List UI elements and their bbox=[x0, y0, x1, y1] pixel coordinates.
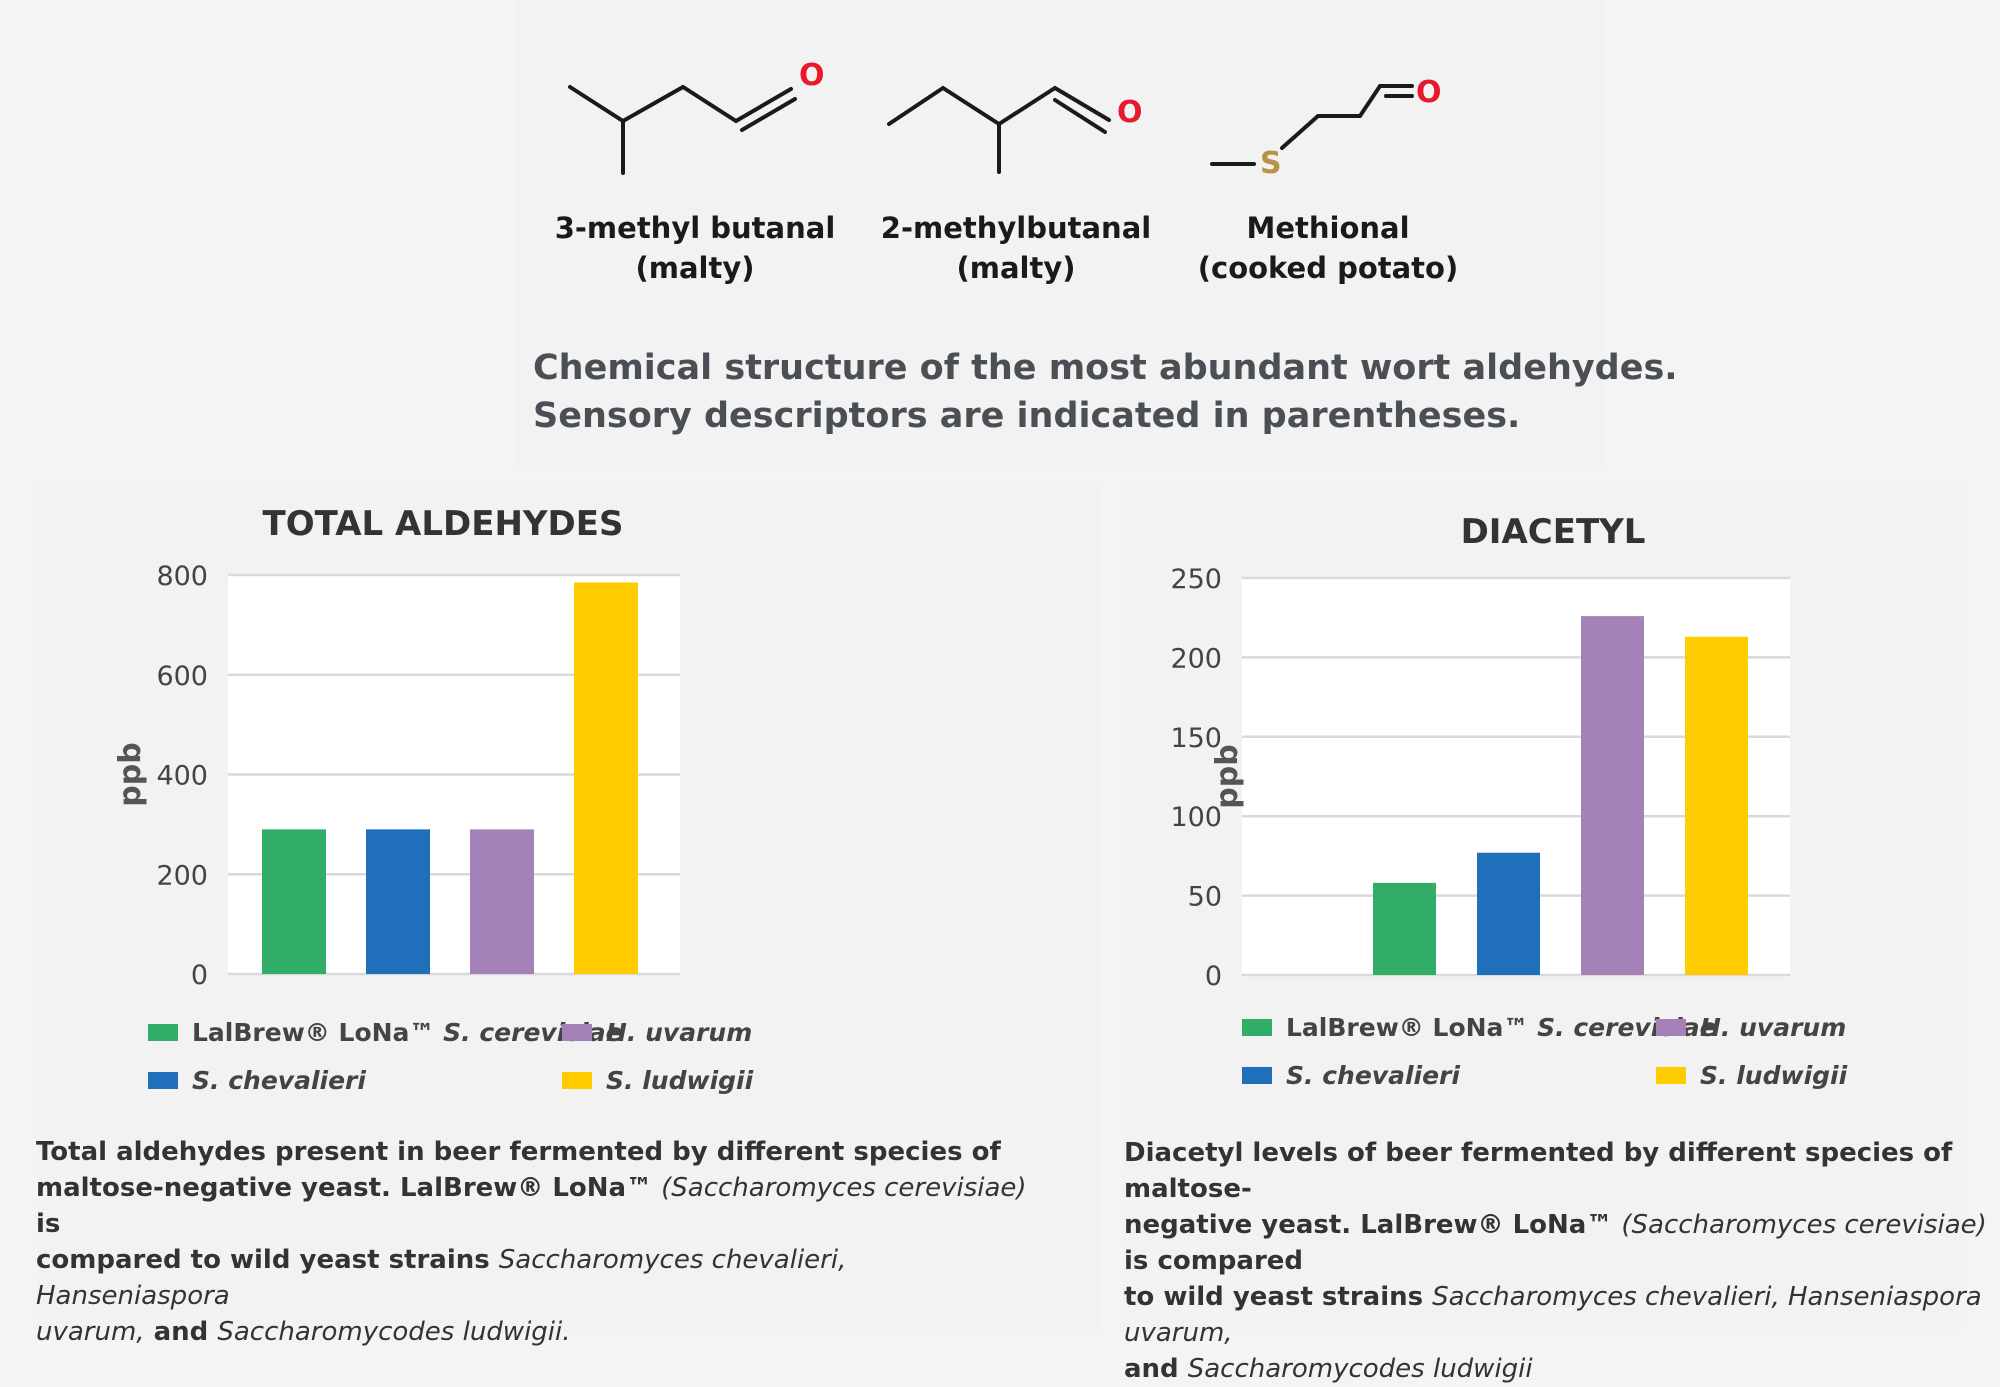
y-axis-label: ppb bbox=[113, 742, 148, 806]
legend-swatch bbox=[1656, 1067, 1686, 1084]
chart-title: TOTAL ALDEHYDES bbox=[263, 504, 624, 544]
y-tick-label: 400 bbox=[156, 761, 208, 792]
y-tick-label: 800 bbox=[156, 561, 208, 592]
oxygen-atom: O bbox=[799, 58, 825, 93]
description-line: negative yeast. LalBrew® LoNa™ (Saccharo… bbox=[1124, 1210, 1987, 1276]
bar-1 bbox=[262, 829, 326, 974]
molecule-label: Methional (cooked potato) bbox=[1178, 208, 1478, 288]
molecule-descriptor: (cooked potato) bbox=[1197, 251, 1459, 285]
molecule-2-methylbutanal: O bbox=[887, 85, 1143, 174]
molecule-label: 2-methylbutanal (malty) bbox=[866, 208, 1166, 288]
legend-item-uvarum: H. uvarum bbox=[562, 1018, 752, 1047]
bar-4 bbox=[574, 582, 638, 974]
legend-swatch bbox=[1242, 1019, 1272, 1036]
chart-total-aldehydes: 0 200 400 600 800 TOTAL ALDEHYDES ppb bbox=[113, 504, 680, 991]
y-tick-label: 600 bbox=[156, 661, 208, 692]
legend-label: LalBrew® LoNa™ bbox=[192, 1018, 435, 1047]
description-right: Diacetyl levels of beer fermented by dif… bbox=[1124, 1135, 1994, 1387]
bar-2 bbox=[1477, 852, 1540, 975]
legend-swatch bbox=[148, 1024, 178, 1041]
legend-item-uvarum: H. uvarum bbox=[1656, 1013, 1846, 1042]
legend-swatch bbox=[1656, 1019, 1686, 1036]
molecule-3-methyl-butanal: O bbox=[568, 58, 825, 175]
molecule-name: 2-methylbutanal bbox=[880, 211, 1152, 245]
molecule-name: 3-methyl butanal bbox=[554, 211, 836, 245]
legend-item-ludwigii: S. ludwigii bbox=[562, 1066, 753, 1095]
description-line: Diacetyl levels of beer fermented by dif… bbox=[1124, 1138, 1953, 1204]
caption-line: Sensory descriptors are indicated in par… bbox=[533, 396, 1521, 436]
y-tick-label: 0 bbox=[1205, 961, 1222, 992]
legend-item-ludwigii: S. ludwigii bbox=[1656, 1061, 1847, 1090]
legend-label: H. uvarum bbox=[606, 1018, 753, 1047]
description-line: to wild yeast strains Saccharomyces chev… bbox=[1124, 1282, 1982, 1348]
bar-1 bbox=[1373, 882, 1436, 975]
chart-title: DIACETYL bbox=[1461, 512, 1646, 552]
legend-swatch bbox=[1242, 1067, 1272, 1084]
legend-label-species: S. cerevisiae bbox=[1537, 1013, 1717, 1042]
legend-label: S. chevalieri bbox=[192, 1066, 366, 1095]
molecule-descriptor: (malty) bbox=[635, 251, 755, 285]
top-panel bbox=[515, 0, 1605, 470]
molecule-methional: S O bbox=[1210, 75, 1442, 180]
legend-label: H. uvarum bbox=[1700, 1013, 1847, 1042]
bar-4 bbox=[1685, 636, 1748, 975]
y-tick-label: 100 bbox=[1170, 802, 1222, 833]
legend-swatch bbox=[562, 1072, 592, 1089]
bar-2 bbox=[366, 829, 430, 974]
legend-item-lalbrew: LalBrew® LoNa™ S. cerevisiae bbox=[148, 1018, 623, 1047]
oxygen-atom: O bbox=[1117, 95, 1143, 130]
legend-right: LalBrew® LoNa™ S. cerevisiae S. chevalie… bbox=[1242, 1013, 1942, 1113]
description-line: and Saccharomycodes ludwigii bbox=[1124, 1354, 1533, 1384]
y-tick-label: 0 bbox=[191, 960, 208, 991]
y-tick-label: 200 bbox=[1170, 643, 1222, 674]
description-line: compared to wild yeast strains Saccharom… bbox=[36, 1245, 847, 1311]
y-tick-label: 250 bbox=[1170, 564, 1222, 595]
description-line: Total aldehydes present in beer fermente… bbox=[36, 1137, 1001, 1167]
description-left: Total aldehydes present in beer fermente… bbox=[36, 1134, 1036, 1350]
molecule-label: 3-methyl butanal (malty) bbox=[545, 208, 845, 288]
legend-label: S. ludwigii bbox=[606, 1066, 754, 1095]
description-line: uvarum, and Saccharomycodes ludwigii. bbox=[36, 1317, 571, 1347]
y-tick-label: 150 bbox=[1170, 723, 1222, 754]
sulfur-atom: S bbox=[1260, 146, 1282, 180]
legend-swatch bbox=[562, 1024, 592, 1041]
structure-caption: Chemical structure of the most abundant … bbox=[533, 344, 1678, 440]
legend-label: S. chevalieri bbox=[1286, 1061, 1460, 1090]
legend-label-species: S. cerevisiae bbox=[443, 1018, 623, 1047]
legend-label: LalBrew® LoNa™ bbox=[1286, 1013, 1529, 1042]
oxygen-atom: O bbox=[1416, 75, 1442, 110]
caption-line: Chemical structure of the most abundant … bbox=[533, 348, 1678, 388]
y-tick-label: 200 bbox=[156, 860, 208, 891]
molecule-name: Methional bbox=[1246, 211, 1410, 245]
legend-label: S. ludwigii bbox=[1700, 1061, 1848, 1090]
y-tick-label: 50 bbox=[1188, 882, 1222, 913]
bar-3 bbox=[1581, 616, 1644, 975]
legend-swatch bbox=[148, 1072, 178, 1089]
bar-3 bbox=[470, 829, 534, 974]
y-axis-label: ppb bbox=[1210, 744, 1245, 808]
legend-item-chevalieri: S. chevalieri bbox=[1242, 1061, 1460, 1090]
legend-item-chevalieri: S. chevalieri bbox=[148, 1066, 366, 1095]
legend-left: LalBrew® LoNa™ S. cerevisiae S. chevalie… bbox=[148, 1018, 848, 1118]
chart-diacetyl: 0 50 100 150 200 250 DIACETYL ppb bbox=[1170, 512, 1790, 992]
legend-item-lalbrew: LalBrew® LoNa™ S. cerevisiae bbox=[1242, 1013, 1717, 1042]
description-line: maltose-negative yeast. LalBrew® LoNa™ (… bbox=[36, 1173, 1027, 1239]
molecule-descriptor: (malty) bbox=[956, 251, 1076, 285]
